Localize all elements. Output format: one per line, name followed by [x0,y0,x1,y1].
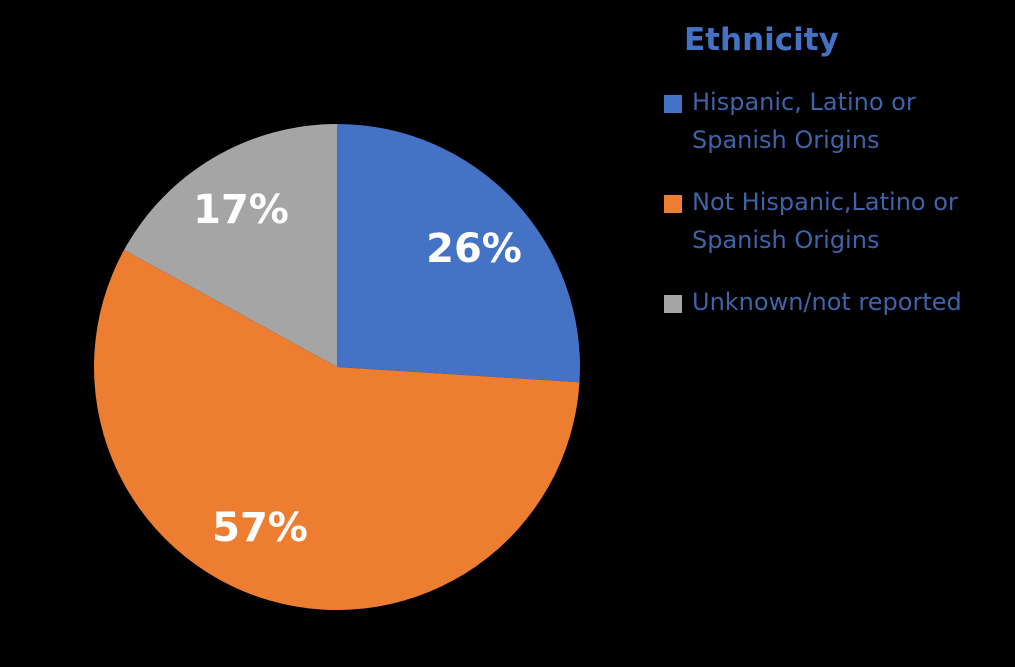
legend-label-not-hispanic: Not Hispanic,Latino or Spanish Origins [692,188,958,254]
legend-item-hispanic[interactable]: Hispanic, Latino or Spanish Origins [664,88,1009,159]
pie-label-unknown: 17% [193,187,289,233]
legend-title: Ethnicity [684,22,839,58]
pie-slice-unknown[interactable] [124,123,337,367]
pie-label-hispanic: 26% [426,226,522,272]
legend-swatch-unknown [664,295,682,313]
legend-label-hispanic: Hispanic, Latino or Spanish Origins [692,88,916,154]
pie-label-not-hispanic: 57% [212,505,308,551]
legend-label-unknown: Unknown/not reported [692,288,962,316]
legend-swatch-not-hispanic [664,195,682,213]
pie-slice-hispanic[interactable] [337,124,580,383]
legend-item-unknown[interactable]: Unknown/not reported [664,288,1009,321]
legend-item-not-hispanic[interactable]: Not Hispanic,Latino or Spanish Origins [664,188,1009,259]
legend: Ethnicity Hispanic, Latino or Spanish Or… [664,22,1009,351]
pie-slice-not-hispanic[interactable] [93,249,580,611]
legend-swatch-hispanic [664,95,682,113]
